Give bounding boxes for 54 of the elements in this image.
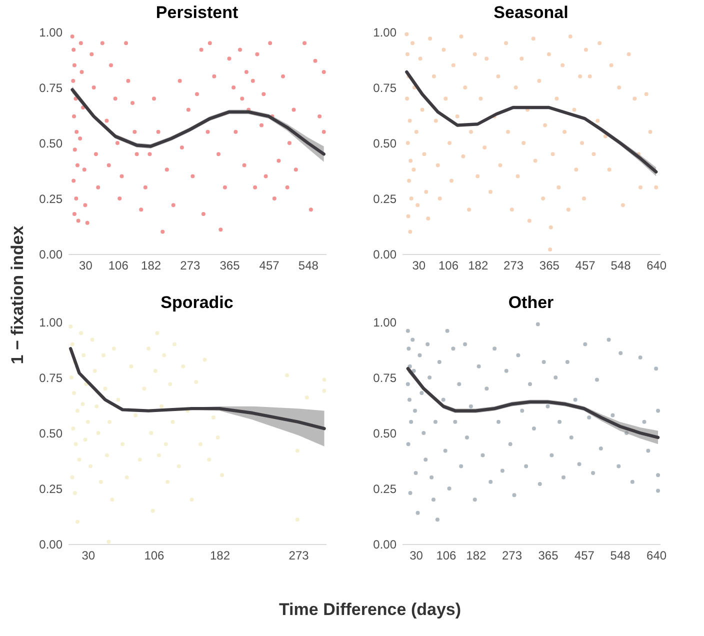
x-tick-label: 548	[298, 258, 319, 272]
x-tick-label: 457	[574, 548, 595, 562]
y-tick-label: 0.25	[373, 482, 397, 496]
y-tick-label: 0.50	[39, 136, 63, 150]
x-axis-title: Time Difference (days)	[278, 600, 462, 620]
chart-title: Persistent	[156, 3, 238, 22]
x-tick-label: 640	[646, 548, 667, 562]
x-tick-label: 548	[610, 548, 631, 562]
x-tick-label: 273	[502, 548, 522, 562]
x-tick-label: 30	[410, 548, 424, 562]
y-tick-label: 0.25	[373, 192, 397, 206]
y-tick-label: 0.50	[373, 136, 397, 150]
x-tick-label: 106	[108, 258, 129, 272]
x-tick-label: 30	[79, 258, 93, 272]
x-tick-label: 182	[141, 258, 162, 272]
y-tick-label: 0.50	[373, 426, 397, 440]
chart-title: Other	[508, 293, 554, 312]
x-tick-label: 457	[259, 258, 280, 272]
y-tick-label: 0.00	[39, 538, 63, 552]
x-tick-label: 106	[144, 548, 165, 562]
x-tick-label: 182	[468, 258, 488, 272]
y-tick-label: 0.75	[373, 371, 397, 385]
chart-title: Sporadic	[160, 293, 234, 312]
x-tick-label: 457	[575, 258, 596, 272]
x-tick-label: 106	[438, 258, 459, 272]
x-tick-label: 365	[539, 258, 560, 272]
y-tick-label: 1.00	[373, 26, 397, 40]
x-tick-label: 365	[538, 548, 559, 562]
y-tick-label: 1.00	[373, 316, 397, 330]
x-tick-label: 30	[412, 258, 426, 272]
y-tick-label: 0.25	[39, 482, 63, 496]
y-tick-label: 0.75	[373, 81, 397, 95]
x-tick-label: 182	[466, 548, 486, 562]
chart-title: Seasonal	[494, 3, 568, 22]
x-tick-label: 30	[82, 548, 96, 562]
y-tick-label: 0.00	[39, 248, 63, 262]
x-tick-label: 273	[180, 258, 201, 272]
y-tick-label: 0.25	[39, 192, 63, 206]
y-tick-label: 0.00	[373, 248, 397, 262]
x-tick-label: 182	[210, 548, 230, 562]
line-series	[68, 347, 326, 430]
x-tick-label: 548	[610, 258, 632, 272]
y-tick-label: 0.75	[39, 371, 63, 385]
x-tick-label: 273	[288, 548, 310, 562]
y-tick-label: 0.75	[39, 81, 63, 95]
y-tick-label: 0.50	[39, 426, 63, 440]
x-tick-label: 365	[220, 258, 240, 272]
y-tick-label: 1.00	[39, 26, 63, 40]
y-axis-title: 1 − fixation index	[8, 226, 28, 364]
x-tick-label: 273	[504, 258, 524, 272]
y-tick-label: 0.00	[373, 538, 397, 552]
x-tick-label: 640	[646, 258, 667, 272]
x-tick-label: 106	[436, 548, 457, 562]
y-tick-label: 1.00	[39, 316, 63, 330]
